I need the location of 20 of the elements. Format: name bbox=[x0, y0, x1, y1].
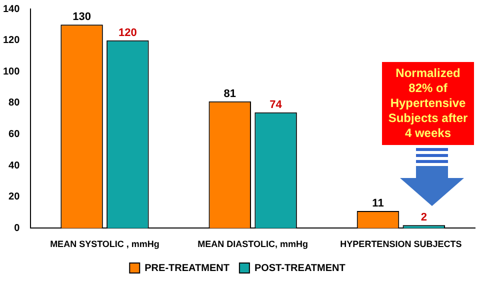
x-tick-label: HYPERTENSION SUBJECTS bbox=[340, 239, 462, 250]
legend-label: POST-TREATMENT bbox=[254, 262, 346, 274]
data-label: 11 bbox=[372, 198, 384, 210]
data-label: 130 bbox=[72, 11, 91, 24]
y-tick-label: 120 bbox=[2, 35, 20, 46]
y-tick-label: 100 bbox=[2, 66, 20, 78]
data-label: 81 bbox=[224, 88, 236, 100]
data-label: 74 bbox=[270, 98, 283, 111]
x-tick-label: MEAN SYSTOLIC , mmHg bbox=[50, 239, 160, 250]
y-tick-label: 20 bbox=[8, 192, 20, 203]
y-tick-label: 40 bbox=[8, 160, 20, 172]
y-tick-label: 0 bbox=[14, 222, 20, 234]
x-tick-label: MEAN DIASTOLIC, mmHg bbox=[198, 239, 308, 250]
data-label: 2 bbox=[420, 212, 427, 224]
y-tick-label: 60 bbox=[8, 129, 20, 140]
y-tick-label: 80 bbox=[8, 98, 20, 109]
y-tick-label: 140 bbox=[2, 4, 20, 15]
annotation: Normalized 82% of Hypertensive Subjects after 4 weeks bbox=[382, 62, 474, 145]
data-label: 120 bbox=[118, 26, 137, 39]
legend-label: PRE-TREATMENT bbox=[144, 262, 230, 274]
